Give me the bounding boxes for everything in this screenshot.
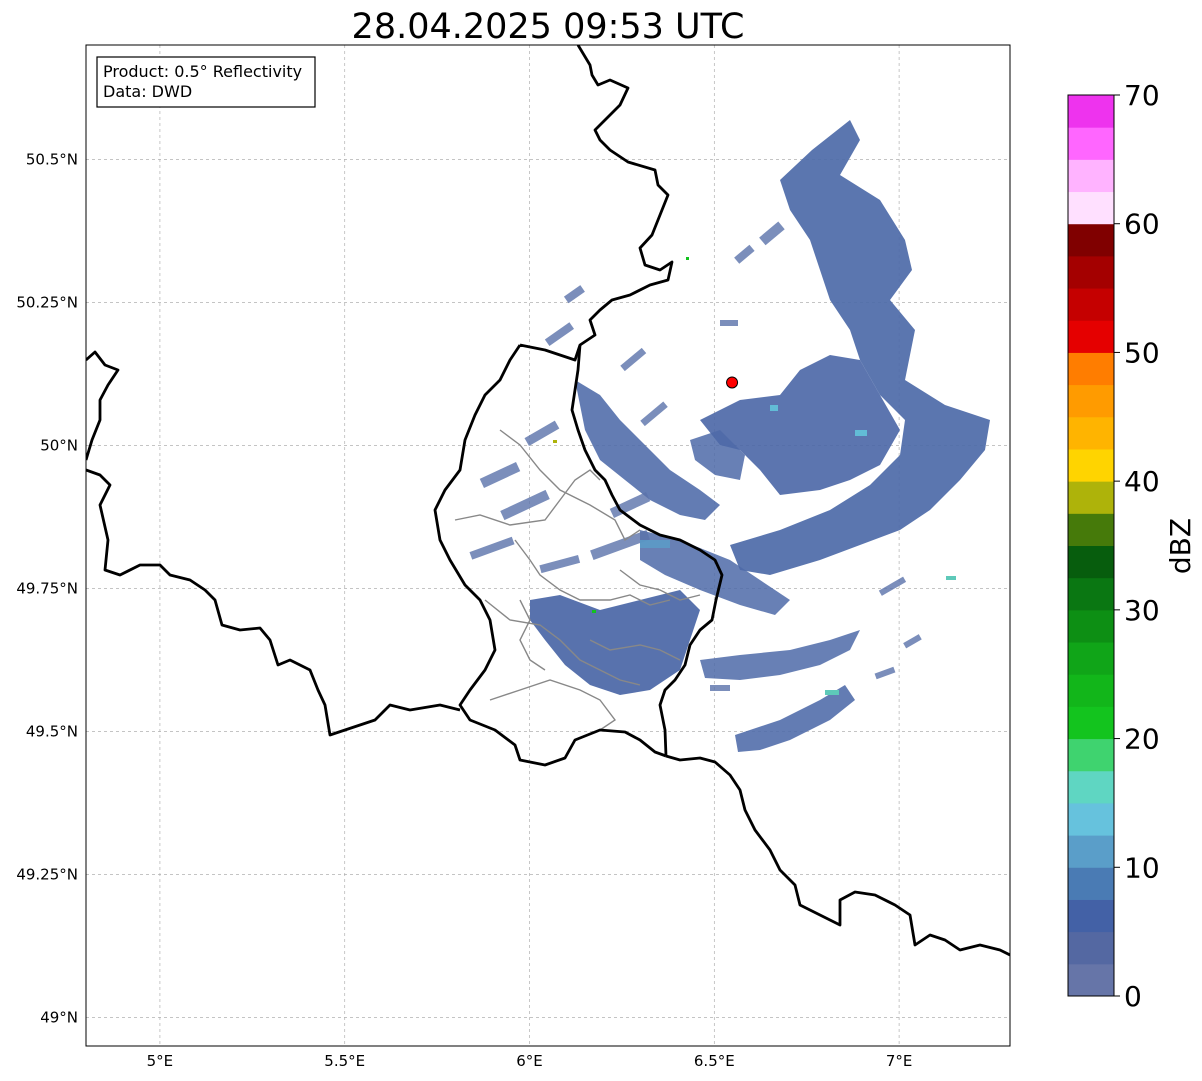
- longitude-tick-labels: 5°E 5.5°E 6°E 6.5°E 7°E: [147, 1052, 913, 1070]
- echo-band-spoke-1: [640, 530, 790, 615]
- border-fr-be: [86, 468, 461, 737]
- lon-tick-label: 6.5°E: [694, 1052, 735, 1070]
- lat-tick-label: 49°N: [40, 1008, 78, 1026]
- echo-band-south-west: [530, 590, 700, 695]
- district-boundaries: [454, 429, 701, 731]
- colorbar-segment: [1068, 513, 1114, 546]
- colorbar-segment: [1068, 738, 1114, 772]
- lat-tick-label: 49.75°N: [16, 579, 78, 597]
- product-label: Product: 0.5° Reflectivity: [103, 62, 302, 81]
- colorbar: [1068, 95, 1114, 997]
- colorbar-tick-label: 0: [1124, 980, 1142, 1013]
- echo-band-east: [700, 355, 900, 495]
- lat-tick-label: 50.25°N: [16, 293, 78, 311]
- radar-site-marker: [726, 376, 739, 389]
- colorbar-segment: [1068, 770, 1114, 804]
- border-be-de: [570, 45, 724, 757]
- colorbar-tick-label: 70: [1124, 79, 1160, 112]
- border-fr-de: [665, 754, 1010, 957]
- product-info-box: Product: 0.5° Reflectivity Data: DWD: [96, 56, 316, 108]
- colorbar-segment: [1068, 191, 1114, 225]
- colorbar-segment: [1068, 159, 1114, 193]
- colorbar-segment: [1068, 448, 1114, 482]
- country-borders: [86, 45, 1010, 957]
- colorbar-segment: [1068, 95, 1114, 128]
- echo-band-north-east: [730, 120, 990, 575]
- colorbar-ticks: 0 10 20 30 40 50 60 70: [1114, 79, 1160, 1013]
- echo-band-spoke-2: [690, 430, 745, 480]
- map-frame: [85, 44, 1011, 1047]
- colorbar-frame: [1067, 94, 1115, 997]
- colorbar-segment: [1068, 609, 1114, 643]
- colorbar-tick-label: 60: [1124, 208, 1160, 241]
- colorbar-segment: [1068, 223, 1114, 257]
- colorbar-segment: [1068, 352, 1114, 386]
- colorbar-segment: [1068, 127, 1114, 160]
- colorbar-segment: [1068, 835, 1114, 868]
- colorbar-segment: [1068, 899, 1114, 933]
- colorbar-segment: [1068, 288, 1114, 321]
- echo-band-central: [575, 380, 720, 520]
- lon-tick-label: 7°E: [886, 1052, 913, 1070]
- reflectivity-field: [469, 120, 990, 752]
- colorbar-tick-label: 40: [1124, 465, 1160, 498]
- colorbar-tick-label: 20: [1124, 723, 1160, 756]
- colorbar-tick-label: 30: [1124, 594, 1160, 627]
- map-title: 28.04.2025 09:53 UTC: [352, 7, 745, 47]
- lat-tick-label: 50°N: [40, 436, 78, 454]
- lat-tick-label: 49.25°N: [16, 865, 78, 883]
- colorbar-segment: [1068, 577, 1114, 611]
- colorbar-label: dBZ: [1164, 518, 1197, 574]
- colorbar-tick-label: 50: [1124, 336, 1160, 369]
- colorbar-tick-label: 10: [1124, 851, 1160, 884]
- colorbar-segment: [1068, 255, 1114, 289]
- echo-band-south-east: [735, 685, 855, 752]
- echo-highlights: [553, 257, 956, 695]
- colorbar-segment: [1068, 320, 1114, 353]
- colorbar-segment: [1068, 481, 1114, 514]
- lat-tick-label: 49.5°N: [26, 722, 78, 740]
- colorbar-segment: [1068, 963, 1114, 997]
- lon-tick-label: 6°E: [516, 1052, 543, 1070]
- colorbar-segment: [1068, 802, 1114, 836]
- border-luxembourg: [433, 343, 667, 767]
- colorbar-segment: [1068, 384, 1114, 418]
- lon-tick-label: 5°E: [147, 1052, 174, 1070]
- colorbar-segment: [1068, 706, 1114, 740]
- lon-tick-label: 5.5°E: [324, 1052, 365, 1070]
- echo-band-south: [700, 630, 860, 680]
- border-be-fr-north: [86, 350, 120, 461]
- colorbar-segment: [1068, 931, 1114, 965]
- lat-tick-label: 50.5°N: [26, 150, 78, 168]
- colorbar-segment: [1068, 674, 1114, 707]
- colorbar-segment: [1068, 545, 1114, 579]
- data-source-label: Data: DWD: [103, 82, 192, 101]
- colorbar-segment: [1068, 416, 1114, 450]
- colorbar-segment: [1068, 642, 1114, 675]
- colorbar-segment: [1068, 867, 1114, 900]
- latitude-tick-labels: 49°N 49.25°N 49.5°N 49.75°N 50°N 50.25°N 50.5°…: [16, 150, 78, 1026]
